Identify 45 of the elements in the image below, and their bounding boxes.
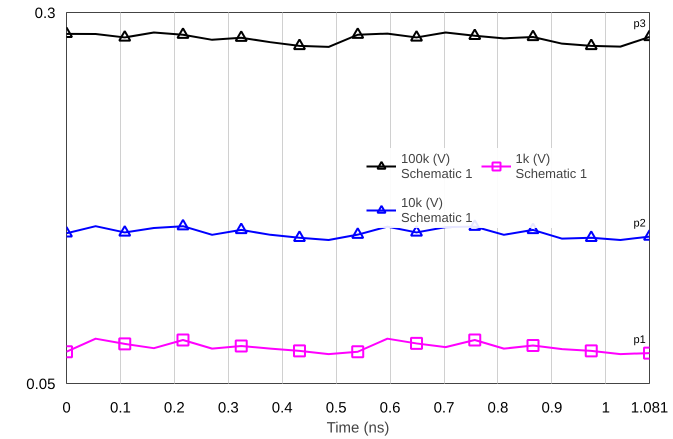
point — [234, 30, 248, 42]
point — [526, 339, 540, 352]
point — [526, 30, 540, 42]
point — [584, 38, 598, 50]
x-tick-label: 0.1 — [110, 400, 131, 416]
point — [292, 344, 306, 358]
x-tick-label: 0.6 — [380, 400, 401, 416]
x-axis-title: Time (ns) — [326, 420, 390, 436]
point — [234, 339, 248, 352]
point — [410, 30, 424, 42]
point — [234, 222, 248, 234]
point — [118, 225, 132, 237]
annotation: p2 — [634, 218, 646, 230]
point — [292, 38, 306, 50]
point — [351, 27, 364, 39]
x-tick-label: 0.7 — [434, 400, 454, 416]
x-tick-label: 0.4 — [272, 400, 293, 416]
point — [176, 334, 190, 347]
point — [118, 30, 132, 42]
point — [351, 227, 364, 239]
y-tick-label: 0.05 — [26, 376, 56, 393]
legend-label: 100k (V) Schematic 1 — [401, 150, 473, 183]
annotation: p3 — [634, 18, 646, 30]
legend-label: 1k (V) Schematic 1 — [516, 150, 588, 183]
x-tick-label: 0 — [62, 400, 71, 416]
point — [584, 230, 598, 242]
point — [468, 334, 482, 347]
point — [292, 230, 306, 242]
x-tick-label: 0.9 — [541, 400, 562, 416]
point — [176, 218, 190, 230]
point — [351, 345, 364, 358]
point — [410, 225, 424, 237]
annotation: p1 — [634, 334, 646, 346]
point — [410, 336, 424, 350]
x-tick-label: 0.2 — [164, 400, 185, 416]
x-tick-label: 0.3 — [218, 400, 239, 416]
x-tick-label: 0.5 — [326, 400, 347, 416]
point — [468, 28, 482, 40]
x-tick-label: 1 — [602, 400, 610, 416]
x-tick-label: 1.081 — [630, 400, 668, 416]
point — [118, 337, 132, 350]
x-tick-label: 0.8 — [488, 400, 508, 416]
point — [584, 344, 598, 358]
legend-label: 10k (V) Schematic 1 — [401, 194, 473, 227]
point — [176, 27, 190, 39]
